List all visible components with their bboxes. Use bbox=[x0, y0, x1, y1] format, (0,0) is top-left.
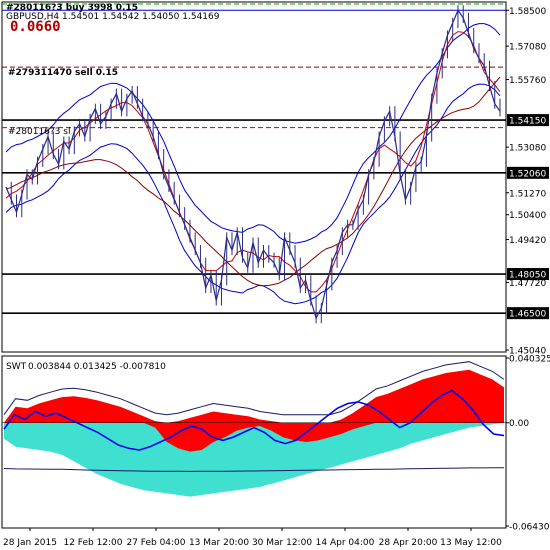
indicator-tick-label: 0.040325 bbox=[509, 355, 550, 365]
price-tick-label: 1.55760 bbox=[509, 76, 546, 86]
lower-band-line bbox=[5, 83, 501, 305]
indicator-tick-label: 0.00 bbox=[509, 419, 529, 429]
price-tick-label: 1.53080 bbox=[509, 144, 546, 154]
time-tick-label: 28 Jan 2015 bbox=[3, 538, 57, 548]
swt-envelope-line bbox=[3, 361, 505, 416]
swt-indicator bbox=[2, 361, 506, 497]
price-tag-bg bbox=[507, 268, 549, 281]
time-tick-label: 30 Mar 12:00 bbox=[252, 538, 312, 548]
upper-band-line bbox=[5, 23, 501, 244]
price-tick-label: 1.52060 bbox=[509, 169, 546, 179]
time-tick-label: 27 Feb 04:00 bbox=[126, 538, 185, 548]
indicator-name: SWT bbox=[6, 362, 27, 372]
time-tick-label: 13 May 12:00 bbox=[440, 538, 502, 548]
swt-negative-area bbox=[4, 422, 504, 497]
spread-display: 0.0660 bbox=[10, 19, 61, 35]
price-tick-label: 1.51270 bbox=[509, 189, 546, 199]
price-tick-label: 1.48050 bbox=[509, 271, 546, 281]
time-tick-label: 14 Apr 04:00 bbox=[316, 538, 375, 548]
order-line-3-label: #280116?3 sl bbox=[8, 127, 70, 137]
chart-header: GBPUSD,H4 1.54501 1.54542 1.54050 1.5416… bbox=[6, 12, 220, 22]
time-tick-label: 28 Apr 20:00 bbox=[379, 538, 438, 548]
order-line-1-label: #280116?3 buy 3998 0.15 bbox=[6, 3, 138, 13]
price-tick-label: 1.45040 bbox=[509, 347, 546, 357]
price-tick-label: 1.54150 bbox=[509, 117, 546, 127]
price-tag-bg bbox=[507, 166, 549, 179]
price-tag-bg bbox=[507, 114, 549, 127]
order-line-2-label: #279311470 sell 0.15 bbox=[8, 68, 118, 78]
price-tick-label: 1.50400 bbox=[509, 211, 546, 221]
tick-labels[interactable]: 1.58500 1.57080 1.55760 1.54150 1.53080 1.520… bbox=[3, 7, 550, 548]
slow-ma-line bbox=[5, 76, 501, 287]
time-tick-label: 12 Feb 12:00 bbox=[63, 538, 122, 548]
price-tick-label: 1.57080 bbox=[509, 43, 546, 53]
price-tick-label: 1.46500 bbox=[509, 310, 546, 320]
price-tag-bg bbox=[507, 307, 549, 320]
swt-signal-line bbox=[3, 389, 505, 451]
indicator-values: 0.003844 0.013425 -0.007810 bbox=[28, 362, 166, 372]
main-pane-frame bbox=[1, 1, 507, 353]
price-tick-label: 1.49420 bbox=[509, 236, 546, 246]
indicator-tick-label: -0.064306 bbox=[509, 523, 550, 533]
price-series bbox=[5, 5, 501, 324]
horizontal-levels bbox=[2, 3, 506, 314]
price-tick-label: 1.58500 bbox=[509, 7, 546, 17]
axes bbox=[1, 1, 507, 529]
time-tick-label: 13 Mar 20:00 bbox=[189, 538, 249, 548]
indicator-pane-frame bbox=[1, 355, 507, 529]
price-tick-label: 1.47720 bbox=[509, 279, 546, 289]
swt-positive-area bbox=[4, 369, 504, 423]
swt-baseline-line bbox=[3, 467, 505, 472]
